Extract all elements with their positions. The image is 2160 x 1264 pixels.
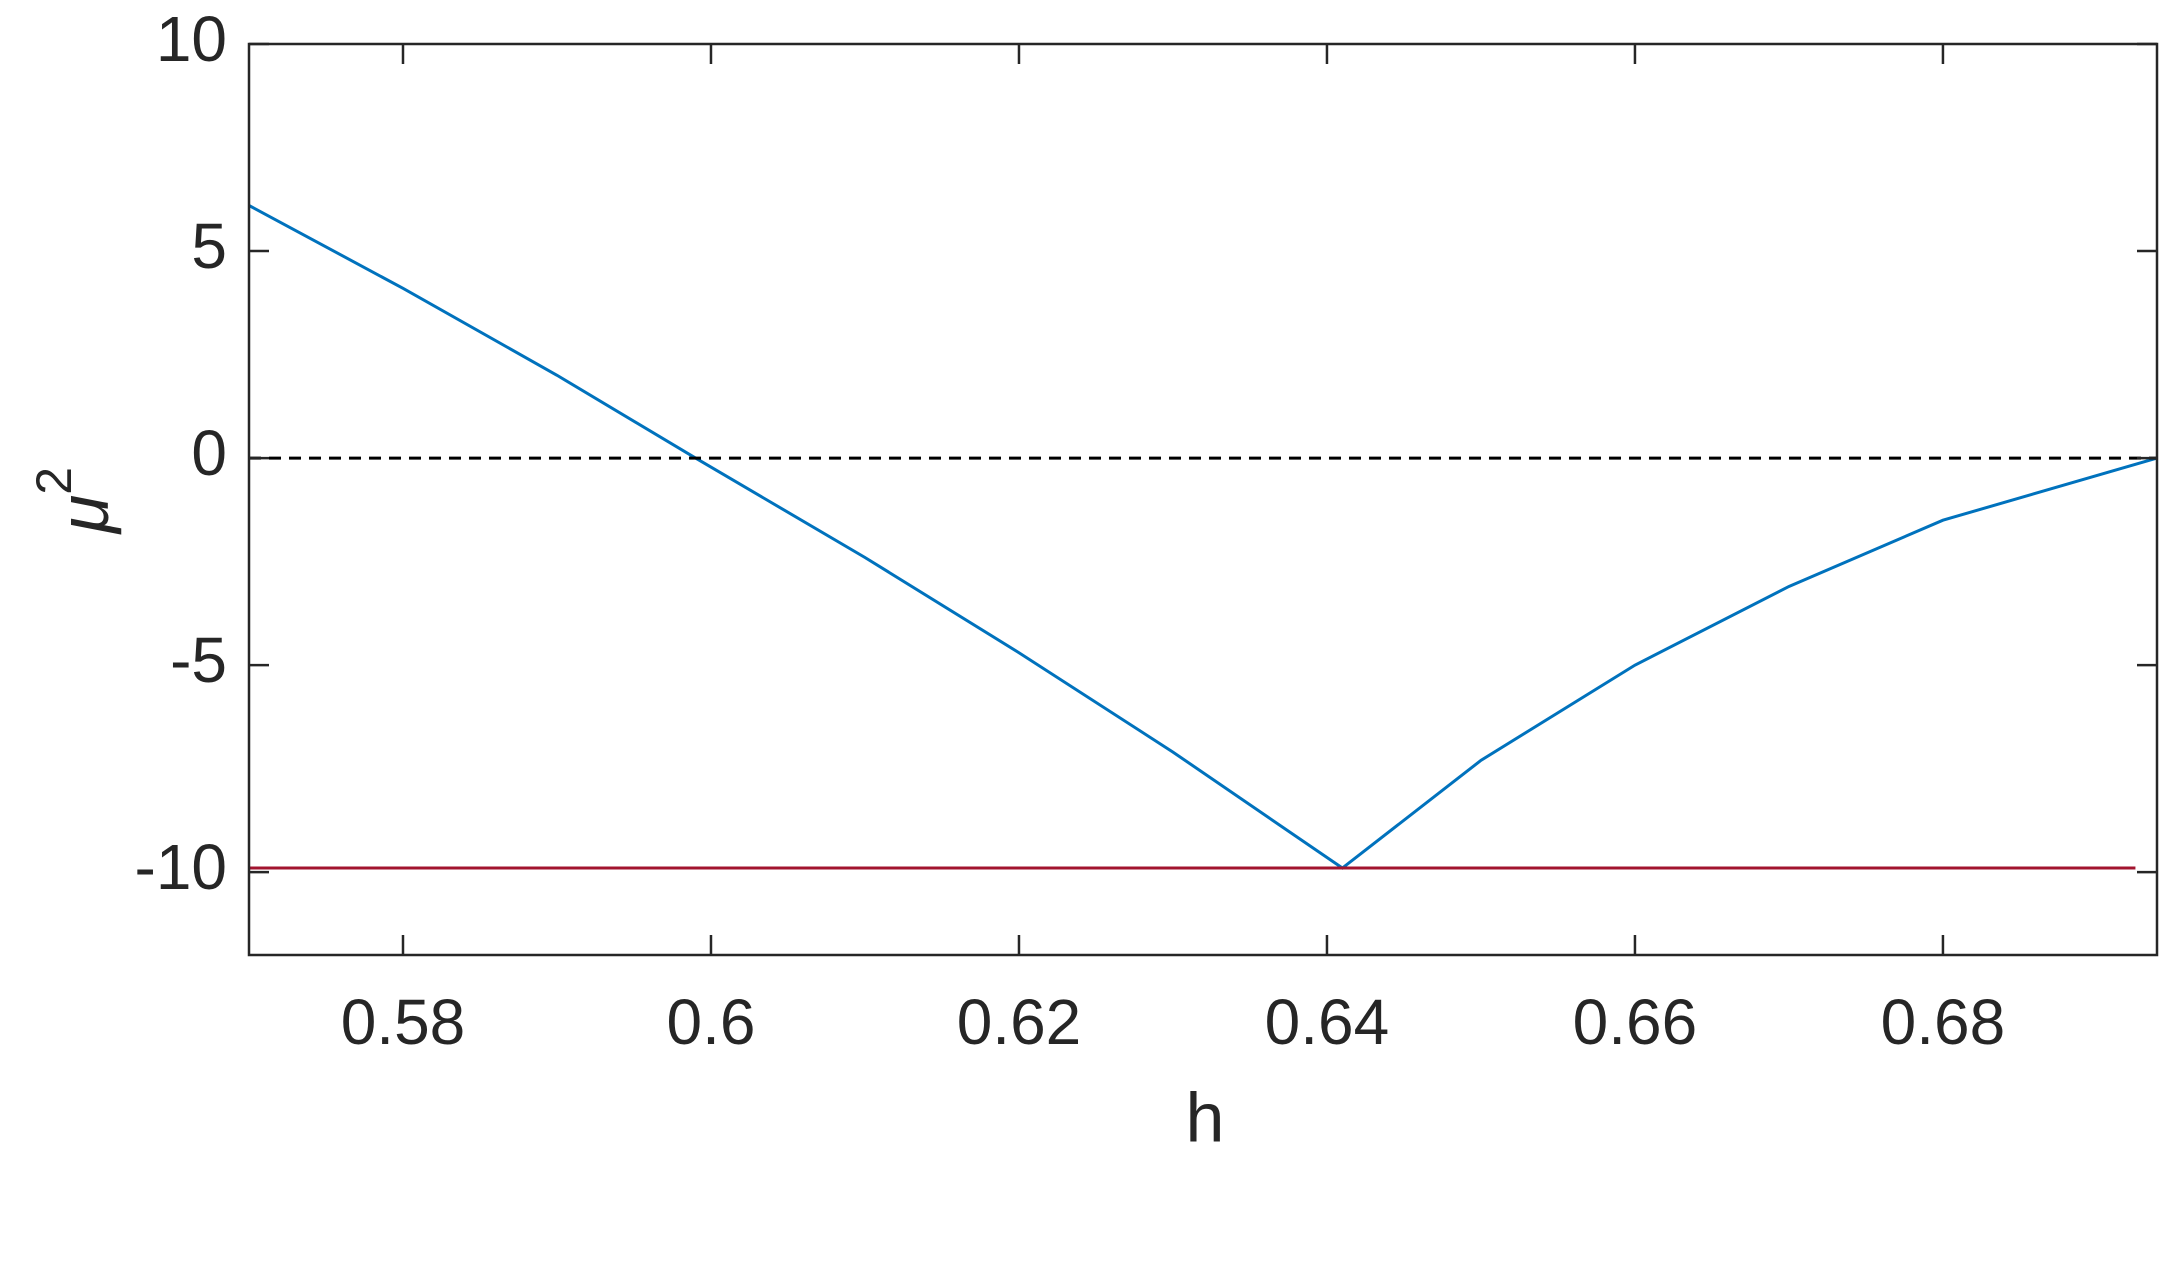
x-axis-label: h	[1186, 1078, 1225, 1156]
y-tick-label: 0	[191, 417, 227, 489]
y-tick-label: -5	[170, 624, 227, 696]
x-tick-label: 0.62	[957, 986, 1082, 1058]
y-tick-label: -10	[135, 831, 228, 903]
data-line	[248, 204, 2158, 870]
x-tick-label: 0.58	[341, 986, 466, 1058]
x-tick-label: 0.64	[1265, 986, 1390, 1058]
y-axis-label-sup: 2	[26, 467, 82, 495]
x-tick-label: 0.68	[1881, 986, 2006, 1058]
y-tick-label: 10	[156, 3, 227, 75]
y-axis-label-base: μ	[45, 495, 123, 535]
x-tick-label: 0.66	[1573, 986, 1698, 1058]
y-tick-label: 5	[191, 210, 227, 282]
axes-box	[247, 42, 2159, 957]
x-tick-label: 0.6	[667, 986, 756, 1058]
y-axis-label: μ2	[26, 467, 123, 535]
